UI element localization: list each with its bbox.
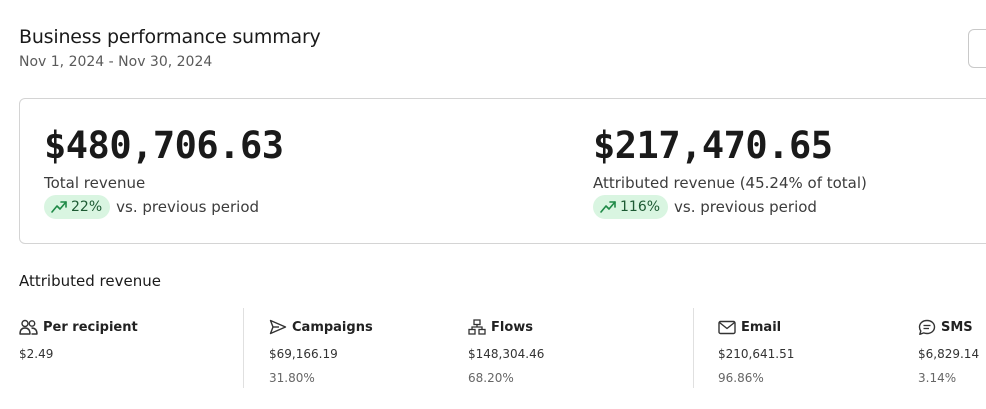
trend-badge: 22% [44,195,111,219]
page-title: Business performance summary [19,26,321,48]
divider [243,308,244,388]
stat-title: Flows [491,319,534,335]
trend-badge: 116% [593,195,669,219]
attributed-revenue-label: Attributed revenue (45.24% of total) [593,174,867,192]
stat-title: Email [741,319,782,335]
stat-value: $210,641.51 [718,347,795,361]
attributed-revenue-trend: 116% vs. previous period [593,195,817,219]
flow-icon [468,319,486,335]
stat-percent: 68.20% [468,371,514,385]
stat-email: Email $210,641.51 96.86% [718,317,794,386]
stat-title: Per recipient [43,319,138,335]
trending-up-icon [600,201,616,213]
people-icon [19,319,38,335]
total-revenue-value: $480,706.63 [44,124,284,167]
stat-per-recipient: Per recipient $2.49 [19,317,138,362]
stat-percent: 31.80% [269,371,315,385]
trend-percent: 116% [620,199,661,215]
summary-card: $480,706.63 Total revenue 22% vs. previo… [19,98,986,244]
trending-up-icon [51,201,67,213]
stat-percent: 96.86% [718,371,764,385]
stat-value: $2.49 [19,347,54,361]
trend-comparison-text: vs. previous period [116,198,260,216]
total-revenue-trend: 22% vs. previous period [44,195,259,219]
trend-comparison-text: vs. previous period [674,198,817,216]
date-range: Nov 1, 2024 - Nov 30, 2024 [19,54,213,70]
stat-title: SMS [941,319,973,335]
stat-flows: Flows $148,304.46 68.20% [468,317,544,385]
date-picker-button[interactable] [968,29,986,68]
stat-value: $148,304.46 [468,347,545,361]
sms-icon [918,319,936,335]
trend-percent: 22% [71,199,103,215]
attributed-revenue-heading: Attributed revenue [19,272,161,290]
send-icon [269,319,287,335]
stat-value: $69,166.19 [269,347,338,361]
stat-campaigns: Campaigns $69,166.19 31.80% [269,317,373,386]
divider [693,308,694,388]
stat-title: Campaigns [292,319,373,335]
attributed-revenue-value: $217,470.65 [593,124,833,167]
stat-percent: 3.14% [918,371,957,385]
total-revenue-label: Total revenue [44,174,146,192]
mail-icon [718,320,736,334]
stat-value: $6,829.14 [918,347,980,361]
stat-sms: SMS $6,829.14 3.14% [918,317,979,385]
